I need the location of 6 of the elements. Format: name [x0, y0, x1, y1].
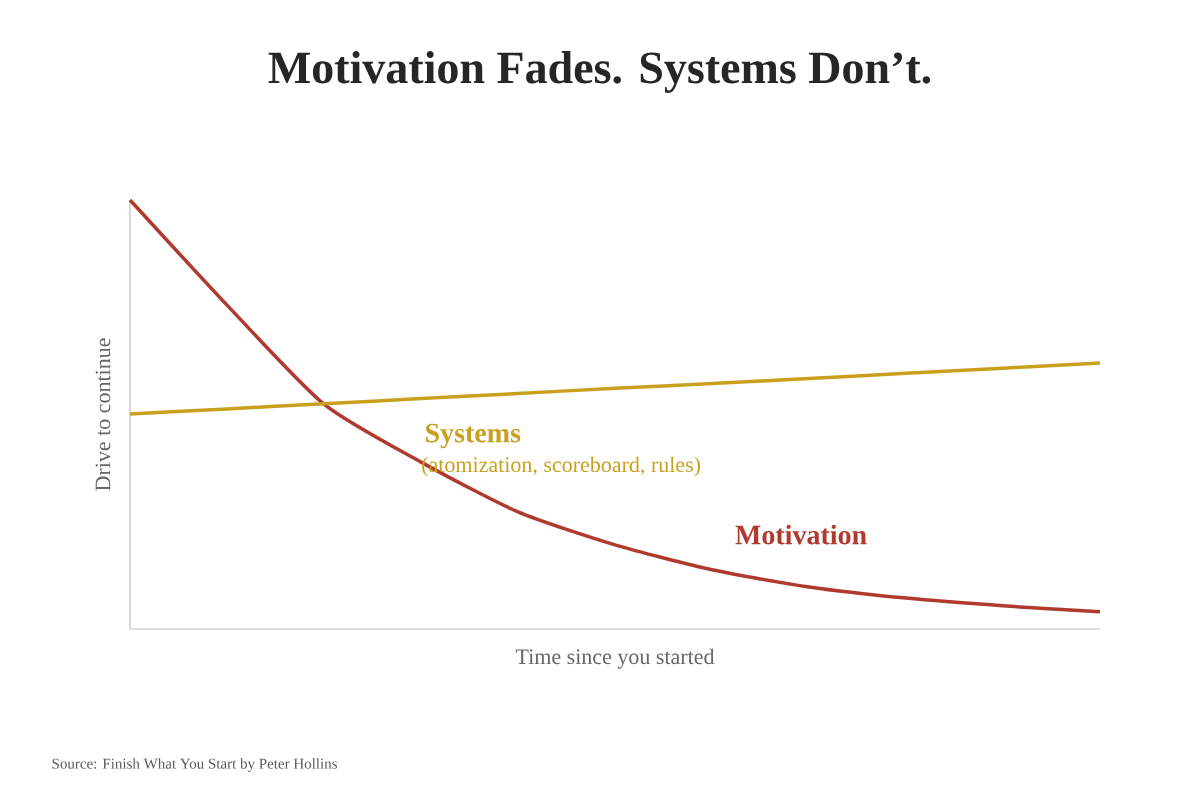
x-axis-title: Time since you started — [515, 648, 715, 669]
chart-title: Motivation Fades. Systems Don’t. — [268, 51, 931, 93]
source-note: Source: Finish What You Start by Peter Hollins — [52, 758, 337, 772]
series-label: Systems — [426, 423, 521, 449]
series-label: Motivation — [735, 524, 867, 545]
y-axis-title: Drive to continue — [95, 338, 111, 491]
